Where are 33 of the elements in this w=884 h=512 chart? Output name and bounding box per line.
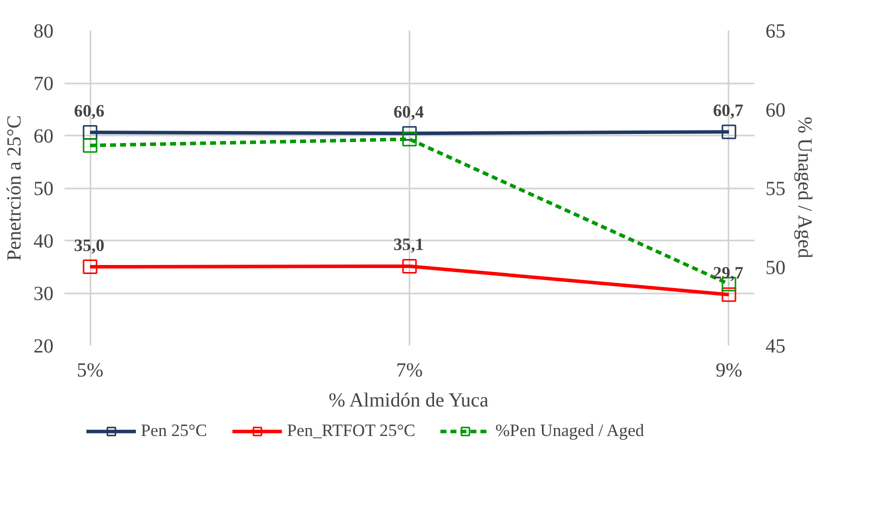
data-label: 35,0: [74, 236, 104, 255]
y2-tick-label: 50: [766, 256, 786, 279]
y2-tick-label: 55: [766, 178, 786, 200]
legend-label: Pen_RTFOT 25°C: [287, 421, 416, 441]
y-tick-label: 20: [34, 336, 54, 358]
y-tick-label: 80: [34, 20, 54, 42]
y2-tick-label: 60: [766, 99, 786, 122]
point: [722, 124, 736, 140]
y-tick-label: 40: [34, 230, 54, 252]
data-label: 29,7: [712, 264, 744, 283]
y-tick-label: 50: [34, 178, 54, 200]
data-label: 60,7: [712, 100, 744, 120]
point: [402, 258, 417, 274]
point: [82, 260, 98, 274]
legend-label: Pen 25°C: [140, 421, 208, 441]
y-tick-label: 60: [34, 126, 54, 148]
y-axis-title: Penetrción a 25°C: [4, 115, 26, 261]
point: [722, 287, 736, 302]
data-label: 60,6: [74, 101, 105, 120]
point: [402, 132, 417, 146]
point: [82, 138, 98, 153]
data-label: 35,1: [394, 235, 424, 254]
y-tick-label: 30: [34, 283, 54, 305]
y2-axis-title: % Unaged / Aged: [794, 116, 816, 258]
x-axis-title: % Almidón de Yuca: [328, 390, 489, 412]
y2-tick-label: 65: [766, 20, 786, 42]
y-tick-label: 70: [34, 73, 54, 95]
legend-label: %Pen Unaged / Aged: [495, 421, 644, 441]
x-tick-label: 5%: [76, 360, 104, 382]
data-label: 60,4: [394, 102, 424, 122]
y2-tick-label: 45: [766, 336, 786, 358]
x-tick-label: 9%: [716, 360, 742, 382]
x-tick-label: 7%: [396, 360, 423, 382]
